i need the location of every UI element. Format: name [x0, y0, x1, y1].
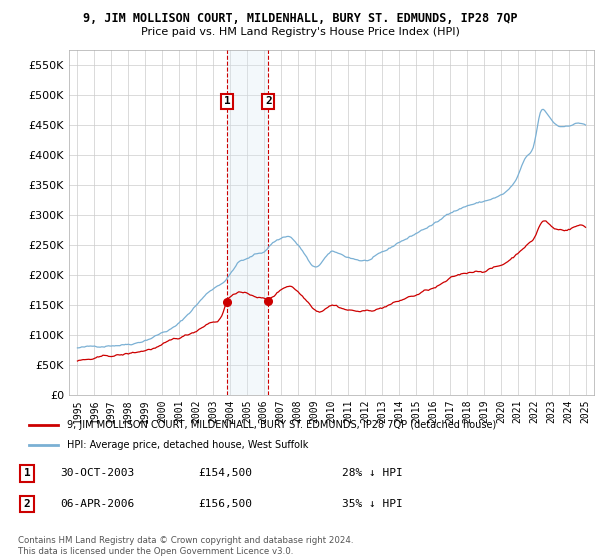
Text: HPI: Average price, detached house, West Suffolk: HPI: Average price, detached house, West…	[67, 440, 308, 450]
Bar	[227, 50, 268, 395]
Text: 06-APR-2006: 06-APR-2006	[60, 499, 134, 509]
Text: £156,500: £156,500	[198, 499, 252, 509]
Text: 2: 2	[265, 96, 272, 106]
Text: 1: 1	[224, 96, 230, 106]
Text: 28% ↓ HPI: 28% ↓ HPI	[342, 468, 403, 478]
Text: 35% ↓ HPI: 35% ↓ HPI	[342, 499, 403, 509]
Text: 9, JIM MOLLISON COURT, MILDENHALL, BURY ST. EDMUNDS, IP28 7QP (detached house): 9, JIM MOLLISON COURT, MILDENHALL, BURY …	[67, 420, 496, 430]
Text: 9, JIM MOLLISON COURT, MILDENHALL, BURY ST. EDMUNDS, IP28 7QP: 9, JIM MOLLISON COURT, MILDENHALL, BURY …	[83, 12, 517, 25]
Text: 30-OCT-2003: 30-OCT-2003	[60, 468, 134, 478]
Text: Contains HM Land Registry data © Crown copyright and database right 2024.
This d: Contains HM Land Registry data © Crown c…	[18, 536, 353, 556]
Text: 1: 1	[23, 468, 31, 478]
Text: £154,500: £154,500	[198, 468, 252, 478]
Text: Price paid vs. HM Land Registry's House Price Index (HPI): Price paid vs. HM Land Registry's House …	[140, 27, 460, 37]
Text: 2: 2	[23, 499, 31, 509]
